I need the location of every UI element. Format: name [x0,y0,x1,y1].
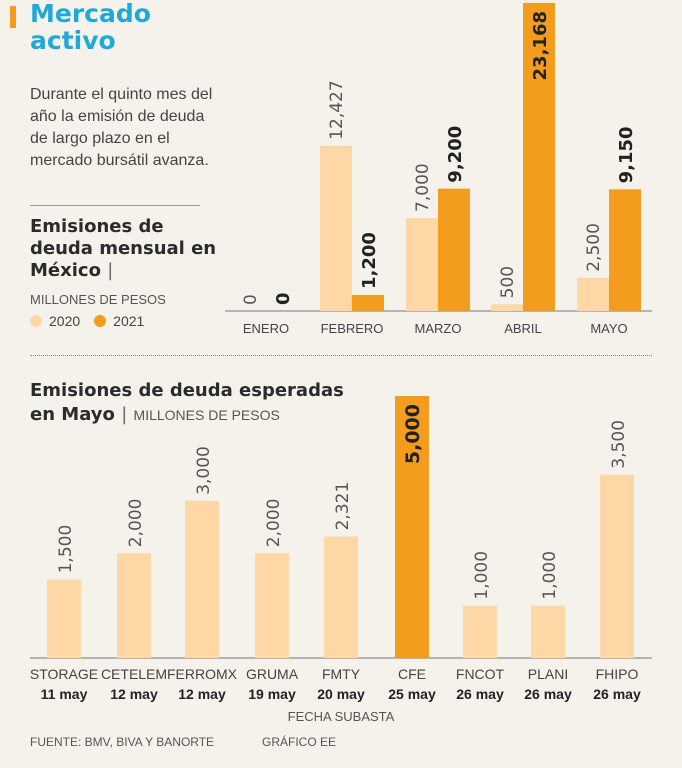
value-2021-enero: 0 [273,292,294,305]
date-ferromx: 12 may [178,686,226,702]
legend-item-2021: 2021 [94,313,144,329]
bar-fmty [324,536,358,658]
title-line-1: Mercado [30,0,151,28]
footer-source: FUENTE: BMV, BIVA Y BANORTE [30,735,215,749]
date-cetelem: 12 may [110,686,158,702]
value-storage: 1,500 [56,525,76,574]
value-2020-enero: 0 [241,294,261,305]
bar-2020-marzo [406,217,438,311]
bar-2021-marzo [438,188,470,311]
bar-2021-mayo [609,189,641,311]
footer-credit: GRÁFICO EE [262,735,337,749]
value-fhipo: 3,500 [609,420,629,469]
legend-label-2020: 2020 [49,313,81,329]
xtick-plani: PLANI [528,666,568,682]
xtick-mayo: MAYO [590,321,627,336]
chart1-heading-pipe: | [107,260,114,281]
bar-ferromx [185,500,219,658]
value-2021-febrero: 1,200 [359,232,380,289]
date-gruma: 19 may [248,686,296,702]
xtick-enero: ENERO [243,321,289,336]
xtick-fhipo: FHIPO [596,666,639,682]
xtick-ferromx: FERROMX [167,666,238,682]
value-fmty: 2,321 [333,482,353,531]
chart1-units: MILLONES DE PESOS [30,292,166,307]
value-ferromx: 3,000 [194,446,214,495]
bar-fncot [463,605,497,658]
date-plani: 26 may [524,686,572,702]
intro-divider [30,205,200,206]
legend-label-2021: 2021 [113,313,145,329]
chart1-heading-text: Emisiones de deuda mensual en México [30,216,217,281]
xtick-fncot: FNCOT [456,666,505,682]
value-2020-febrero: 12,427 [327,80,347,139]
date-fmty: 20 may [317,686,365,702]
bar-2020-febrero [320,145,352,311]
section-divider [30,355,652,356]
value-cetelem: 2,000 [126,499,146,548]
bar-fhipo [600,474,634,658]
page-title: Mercado activo [30,0,151,54]
chart2-heading-line-2-text: en Mayo [30,404,115,425]
title-accent-bar [10,6,16,28]
value-2021-mayo: 9,150 [616,126,637,183]
value-cfe: 5,000 [402,404,424,464]
legend-item-2020: 2020 [30,313,80,329]
date-cfe: 25 may [388,686,436,702]
chart2-xlabel: FECHA SUBASTA [288,709,395,724]
chart2-heading: Emisiones de deuda esperadas en Mayo | M… [30,379,344,427]
chart2-heading-line-2: en Mayo | MILLONES DE PESOS [30,403,344,427]
xtick-cfe: CFE [398,666,426,682]
bar-2021-febrero [352,295,384,311]
xtick-storage: STORAGE [30,666,98,682]
title-line-2: activo [30,26,116,55]
value-2021-marzo: 9,200 [445,126,466,183]
chart2-heading-line-1: Emisiones de deuda esperadas [30,380,344,401]
xtick-fmty: FMTY [322,666,361,682]
legend-dot-2020 [30,315,42,327]
legend: 2020 2021 [30,313,158,329]
bar-gruma [255,553,289,658]
xtick-febrero: FEBRERO [321,321,384,336]
value-2020-abril: 500 [498,266,518,298]
chart2-units: MILLONES DE PESOS [133,407,280,423]
value-plani: 1,000 [540,551,560,600]
bar-cfe [395,396,429,658]
legend-dot-2021 [94,315,107,327]
bar-2020-mayo [577,277,609,311]
value-gruma: 2,000 [264,499,284,548]
chart2-heading-pipe: | [121,404,128,425]
date-storage: 11 may [41,686,88,702]
xtick-marzo: MARZO [415,321,462,336]
xtick-cetelem: CETELEM [101,666,167,682]
value-fncot: 1,000 [472,551,492,600]
bar-storage [47,579,81,658]
value-2020-mayo: 2,500 [584,223,604,272]
date-fhipo: 26 may [593,686,641,702]
chart1-heading: Emisiones de deuda mensual en México | [30,216,220,282]
bar-cetelem [117,553,151,658]
bar-2020-abril [491,304,523,311]
date-fncot: 26 may [456,686,504,702]
value-2020-marzo: 7,000 [413,163,433,212]
value-2021-abril: 23,168 [530,11,551,80]
bar-plani [531,605,565,658]
xtick-gruma: GRUMA [246,666,299,682]
bar-2021-abril [523,3,555,311]
intro-text: Durante el quinto mes del año la emisión… [30,86,213,169]
xtick-abril: ABRIL [504,321,542,336]
